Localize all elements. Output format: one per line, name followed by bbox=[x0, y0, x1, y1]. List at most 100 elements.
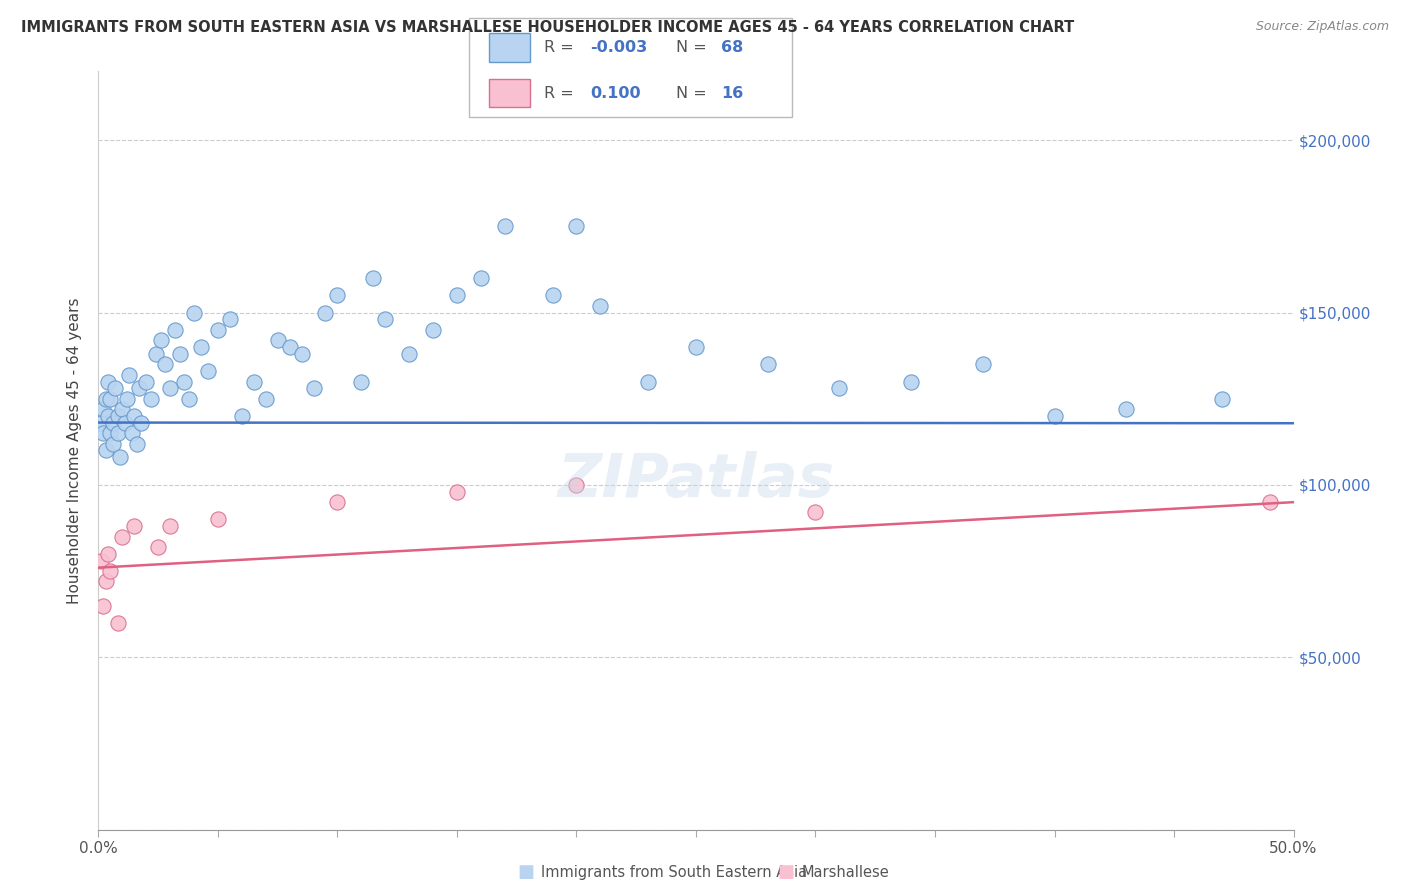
Point bbox=[804, 506, 827, 520]
Point bbox=[267, 333, 290, 347]
Point bbox=[115, 392, 138, 406]
Point bbox=[197, 364, 219, 378]
Text: Immigrants from South Eastern Asia: Immigrants from South Eastern Asia bbox=[541, 865, 807, 880]
Point bbox=[565, 219, 588, 234]
Point bbox=[207, 512, 229, 526]
Point bbox=[1211, 392, 1233, 406]
Point bbox=[254, 392, 277, 406]
Point bbox=[97, 375, 120, 389]
Text: N =: N = bbox=[676, 86, 711, 101]
Point bbox=[94, 443, 117, 458]
Point bbox=[1043, 409, 1066, 423]
Point bbox=[148, 540, 170, 554]
Point bbox=[302, 381, 325, 395]
Point bbox=[374, 312, 396, 326]
Text: R =: R = bbox=[544, 40, 579, 55]
Point bbox=[326, 495, 349, 509]
Point bbox=[124, 519, 146, 533]
Point bbox=[183, 305, 205, 319]
Point bbox=[108, 450, 131, 465]
Point bbox=[398, 347, 420, 361]
Text: Marshallese: Marshallese bbox=[801, 865, 889, 880]
Point bbox=[173, 375, 195, 389]
Point bbox=[243, 375, 266, 389]
Point bbox=[169, 347, 191, 361]
Point bbox=[91, 402, 114, 417]
Point bbox=[114, 416, 136, 430]
Point bbox=[422, 323, 444, 337]
Text: 68: 68 bbox=[721, 40, 744, 55]
Text: ■: ■ bbox=[517, 863, 534, 881]
Point bbox=[470, 271, 492, 285]
Point bbox=[756, 357, 779, 371]
Text: R =: R = bbox=[544, 86, 579, 101]
Point bbox=[91, 426, 114, 441]
Point bbox=[107, 426, 129, 441]
Y-axis label: Householder Income Ages 45 - 64 years: Householder Income Ages 45 - 64 years bbox=[67, 297, 83, 604]
Point bbox=[565, 478, 588, 492]
Text: IMMIGRANTS FROM SOUTH EASTERN ASIA VS MARSHALLESE HOUSEHOLDER INCOME AGES 45 - 6: IMMIGRANTS FROM SOUTH EASTERN ASIA VS MA… bbox=[21, 20, 1074, 35]
Point bbox=[98, 426, 122, 441]
Point bbox=[350, 375, 373, 389]
Point bbox=[363, 271, 385, 285]
Point bbox=[541, 288, 564, 302]
Point bbox=[107, 409, 129, 423]
Point bbox=[94, 392, 117, 406]
Point bbox=[98, 564, 122, 578]
Text: 16: 16 bbox=[721, 86, 744, 101]
Text: ZIPatlas: ZIPatlas bbox=[557, 451, 835, 510]
Point bbox=[179, 392, 201, 406]
Point bbox=[101, 416, 124, 430]
Point bbox=[972, 357, 994, 371]
Point bbox=[278, 340, 301, 354]
Point bbox=[101, 436, 124, 450]
Point bbox=[190, 340, 212, 354]
Point bbox=[124, 409, 146, 423]
Point bbox=[128, 381, 150, 395]
Point bbox=[494, 219, 516, 234]
Point bbox=[446, 484, 468, 499]
Point bbox=[90, 416, 112, 430]
Point bbox=[1258, 495, 1281, 509]
Text: ■: ■ bbox=[778, 863, 794, 881]
Point bbox=[326, 288, 349, 302]
Bar bbox=[489, 33, 530, 62]
Point bbox=[589, 299, 612, 313]
Point bbox=[159, 519, 181, 533]
Point bbox=[828, 381, 851, 395]
Point bbox=[98, 392, 122, 406]
Point bbox=[121, 426, 143, 441]
Point bbox=[90, 554, 112, 568]
Bar bbox=[489, 78, 530, 107]
Point bbox=[291, 347, 314, 361]
Point bbox=[118, 368, 141, 382]
Point bbox=[155, 357, 177, 371]
Point bbox=[111, 402, 134, 417]
Point bbox=[159, 381, 181, 395]
Point bbox=[637, 375, 659, 389]
Point bbox=[219, 312, 242, 326]
Point bbox=[685, 340, 707, 354]
Point bbox=[111, 530, 134, 544]
Point bbox=[91, 599, 114, 613]
Point bbox=[139, 392, 162, 406]
Point bbox=[207, 323, 229, 337]
Point bbox=[231, 409, 253, 423]
Point bbox=[107, 615, 129, 630]
Text: 0.100: 0.100 bbox=[591, 86, 641, 101]
Point bbox=[97, 547, 120, 561]
Point bbox=[1115, 402, 1137, 417]
Point bbox=[104, 381, 127, 395]
FancyBboxPatch shape bbox=[470, 19, 792, 117]
Point bbox=[145, 347, 167, 361]
Point bbox=[163, 323, 186, 337]
Point bbox=[131, 416, 153, 430]
Point bbox=[94, 574, 117, 589]
Point bbox=[315, 305, 337, 319]
Point bbox=[446, 288, 468, 302]
Point bbox=[125, 436, 148, 450]
Text: Source: ZipAtlas.com: Source: ZipAtlas.com bbox=[1256, 20, 1389, 33]
Point bbox=[149, 333, 172, 347]
Point bbox=[97, 409, 120, 423]
Text: N =: N = bbox=[676, 40, 711, 55]
